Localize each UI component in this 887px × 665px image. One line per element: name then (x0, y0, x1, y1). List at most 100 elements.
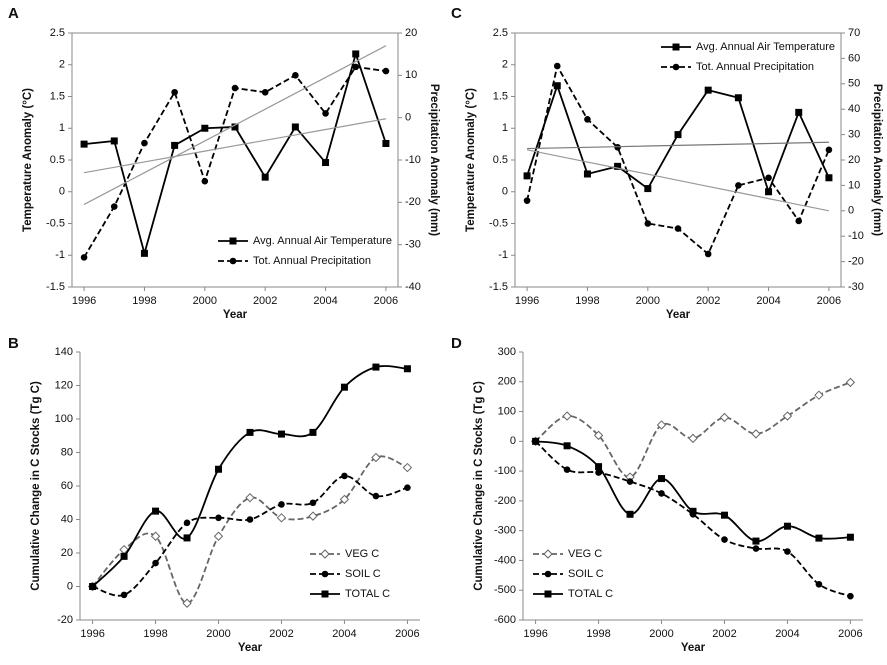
y-tick-label: -1 (55, 249, 65, 261)
x-axis-title: Year (223, 309, 248, 321)
x-axis-title: Year (681, 642, 706, 654)
x-tick-label: 1996 (80, 628, 104, 640)
marker (563, 442, 571, 450)
marker (371, 452, 381, 463)
marker (261, 88, 269, 96)
y-tick-label: 300 (498, 346, 516, 358)
series-line (534, 440, 851, 598)
y-tick-label: 2.5 (493, 27, 508, 39)
y-tick-label: -1 (498, 249, 508, 261)
y-tick-label: 20 (61, 547, 73, 559)
y2-axis-title: Precipitation Anomaly (mm) (871, 84, 883, 236)
marker (523, 197, 531, 204)
x-tick-label: 2006 (838, 628, 862, 640)
panel: B -20 0 20 40 60 80 100 120 140 1996 1998 2000 2002 20… (8, 335, 420, 654)
legend-label: VEG C (345, 548, 379, 560)
y2-tick-label: -10 (405, 154, 421, 166)
marker (674, 131, 682, 139)
legend-marker (672, 43, 680, 51)
marker (704, 86, 712, 94)
y2-axis-title: Precipitation Anomaly (mm) (428, 84, 440, 236)
y-tick-label: 120 (55, 379, 73, 391)
marker (752, 545, 760, 552)
marker (141, 139, 148, 147)
marker (846, 533, 854, 541)
marker (183, 519, 191, 527)
trend-line (527, 141, 829, 150)
y-tick-label: -600 (494, 614, 516, 626)
marker (278, 501, 285, 508)
marker (626, 510, 634, 518)
marker (352, 50, 360, 58)
y-tick-label: 2 (502, 59, 508, 71)
x-tick-label: 1998 (143, 628, 167, 640)
y-axis-title: Cumulative Change in C Stocks (Tg C) (473, 381, 485, 591)
y2-tick-label: 60 (848, 52, 860, 64)
y-axis-title: Temperature Anomaly (°C) (465, 88, 477, 232)
marker (595, 469, 602, 476)
legend-marker (229, 257, 237, 265)
marker (765, 188, 773, 196)
marker (80, 254, 88, 261)
marker (382, 67, 390, 75)
marker (201, 124, 209, 132)
y-tick-label: 0 (59, 186, 65, 198)
x-tick-label: 1996 (515, 295, 539, 307)
x-tick-label: 2002 (269, 628, 293, 640)
marker (795, 217, 803, 225)
y-tick-label: -0.5 (489, 217, 508, 229)
x-tick-label: 2002 (712, 628, 736, 640)
marker (213, 531, 224, 541)
y2-tick-label: -30 (848, 281, 864, 293)
marker (309, 428, 317, 436)
marker (584, 116, 591, 123)
marker (532, 437, 540, 445)
marker (704, 250, 712, 258)
y-tick-label: 2 (59, 59, 65, 71)
marker (782, 411, 793, 421)
marker (150, 531, 161, 541)
y-tick-label: -500 (494, 584, 516, 596)
x-tick-label: 2006 (817, 295, 841, 307)
y2-tick-label: 0 (848, 205, 854, 217)
y-tick-label: 100 (55, 413, 73, 425)
x-tick-label: 2006 (374, 295, 398, 307)
marker (340, 383, 348, 391)
panel-label: A (8, 5, 19, 22)
marker (783, 522, 791, 530)
legend-marker (321, 590, 329, 598)
marker (231, 123, 239, 131)
y-tick-label: -400 (494, 554, 516, 566)
marker (309, 499, 317, 507)
series-line (83, 50, 387, 257)
marker (720, 511, 728, 519)
marker (402, 462, 413, 473)
x-tick-label: 2000 (193, 295, 217, 307)
x-tick-label: 2002 (253, 295, 277, 307)
legend-label: SOIL C (568, 568, 604, 580)
y-axis-title: Cumulative Change in C Stocks (Tg C) (30, 381, 42, 591)
marker (553, 82, 561, 90)
marker (583, 170, 591, 178)
legend-label: Avg. Annual Air Temperature (253, 235, 392, 247)
x-axis-title: Year (666, 309, 691, 321)
panel: D -600 -500 -400 -300 -200 -100 0 100 200 300 1996 1… (451, 335, 863, 654)
marker (719, 412, 730, 423)
y2-tick-label: 20 (405, 27, 417, 39)
y2-tick-label: 10 (405, 69, 417, 81)
marker (245, 493, 255, 503)
marker (721, 536, 728, 543)
y-tick-label: -100 (494, 465, 516, 477)
y-tick-label: -1.5 (46, 281, 65, 293)
series-line (83, 65, 387, 258)
marker (751, 429, 761, 439)
marker (231, 84, 239, 92)
panel: C -1.5 -1 -0.5 0 0.5 1 1.5 2 2.5 -30 -20 -10 0 10 20 30 4… (451, 5, 883, 321)
legend-label: SOIL C (345, 568, 381, 580)
marker (404, 484, 411, 491)
legend-marker (544, 590, 552, 598)
y2-tick-label: 40 (848, 103, 860, 115)
marker (688, 433, 698, 444)
marker (825, 146, 833, 154)
